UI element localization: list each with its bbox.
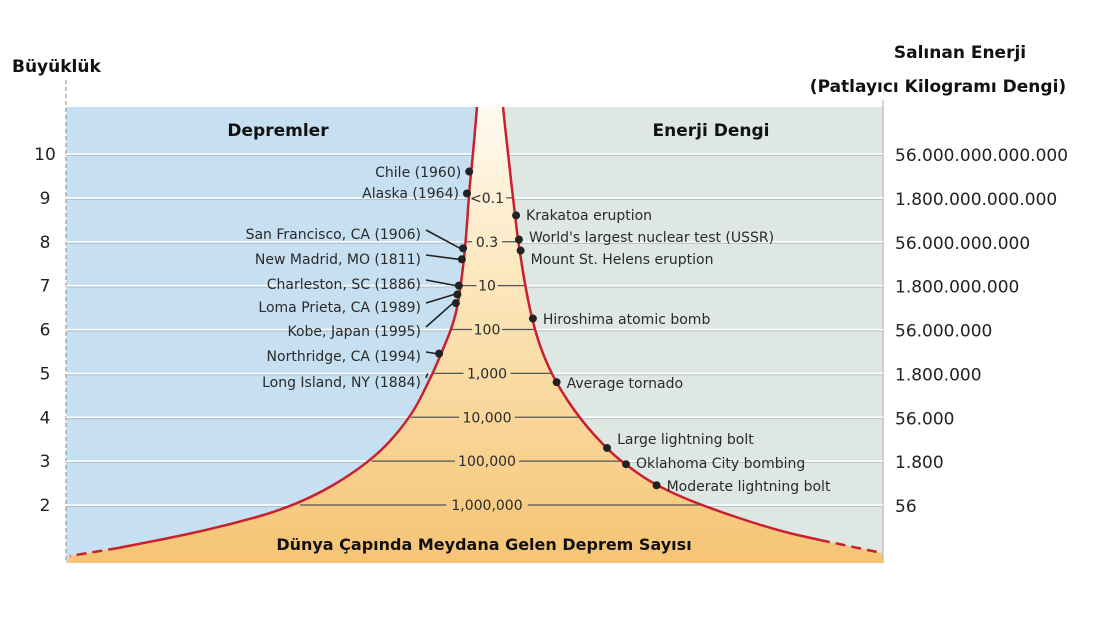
earthquake-curve-dashed-extension bbox=[69, 546, 119, 558]
yearly-count-label: 100,000 bbox=[458, 454, 516, 470]
energy-event-label: Hiroshima atomic bomb bbox=[543, 312, 711, 328]
earthquake-leader-line bbox=[425, 254, 459, 261]
energy-event-label: World's largest nuclear test (USSR) bbox=[529, 230, 774, 246]
earthquake-dot bbox=[462, 189, 471, 198]
magnitude-tick-label: 8 bbox=[40, 233, 51, 253]
earthquake-label: Loma Prieta, CA (1989) bbox=[258, 300, 421, 316]
earthquake-dot bbox=[454, 281, 463, 290]
earthquake-label: San Francisco, CA (1906) bbox=[246, 227, 421, 243]
earthquake-label: New Madrid, MO (1811) bbox=[255, 252, 421, 268]
yearly-count-label: <0.1 bbox=[470, 191, 504, 207]
earthquake-dot bbox=[459, 244, 468, 253]
energy-event-dot bbox=[514, 235, 523, 244]
energy-event-dot bbox=[552, 378, 561, 387]
magnitude-tick-label: 10 bbox=[34, 145, 56, 165]
energy-tick-label: 56.000.000.000 bbox=[895, 234, 1030, 254]
energy-event-dot bbox=[512, 211, 521, 220]
earthquake-label: Chile (1960) bbox=[375, 165, 461, 181]
magnitude-tick-label: 2 bbox=[40, 496, 51, 516]
earthquake-leader-line bbox=[425, 302, 454, 328]
energy-tick-label: 1.800 bbox=[895, 453, 944, 473]
energy-event-dot bbox=[528, 314, 537, 323]
earthquake-label: Northridge, CA (1994) bbox=[267, 349, 421, 365]
energy-event-dot bbox=[516, 246, 525, 255]
yearly-count-label: 10,000 bbox=[463, 410, 512, 426]
yearly-count-label: 1,000,000 bbox=[451, 498, 522, 514]
energy-tick-label: 56.000 bbox=[895, 409, 954, 429]
energy-curve bbox=[501, 106, 821, 542]
energy-event-label: Oklahoma City bombing bbox=[636, 456, 805, 472]
yearly-count-label: 0.3 bbox=[476, 235, 498, 251]
energy-event-dot bbox=[652, 481, 661, 490]
energy-event-label: Large lightning bolt bbox=[617, 432, 754, 448]
right-axis-title-line1: Salınan Enerji bbox=[894, 43, 1026, 63]
earthquake-dot bbox=[465, 167, 474, 176]
energy-tick-label: 56.000.000 bbox=[895, 322, 992, 342]
energy-tick-label: 1.800.000 bbox=[895, 365, 982, 385]
energy-event-label: Krakatoa eruption bbox=[526, 208, 652, 224]
earthquake-label: Charleston, SC (1886) bbox=[267, 277, 421, 293]
energy-event-label: Moderate lightning bolt bbox=[667, 479, 831, 495]
magnitude-tick-label: 5 bbox=[40, 364, 51, 384]
earthquake-label: Long Island, NY (1884) bbox=[262, 375, 421, 391]
energy-event-label: Mount St. Helens eruption bbox=[531, 252, 714, 268]
earthquake-dot bbox=[457, 255, 466, 264]
magnitude-tick-label: 4 bbox=[40, 408, 51, 428]
right-panel-title: Enerji Dengi bbox=[653, 121, 770, 141]
right-axis-title-line2: (Patlayıcı Kilogramı Dengi) bbox=[810, 77, 1066, 97]
yearly-count-label: 1,000 bbox=[467, 366, 507, 382]
energy-event-dot bbox=[603, 443, 612, 452]
energy-tick-label: 1.800.000.000 bbox=[895, 278, 1019, 298]
earthquake-leader-line bbox=[425, 373, 429, 379]
magnitude-tick-label: 3 bbox=[40, 452, 51, 472]
magnitude-tick-label: 7 bbox=[40, 277, 51, 297]
y-axis-title: Büyüklük bbox=[12, 57, 101, 77]
earthquake-leader-line bbox=[425, 229, 461, 250]
energy-tick-label: 56 bbox=[895, 497, 917, 517]
earthquake-dot bbox=[453, 290, 462, 299]
energy-tick-label: 56.000.000.000.000 bbox=[895, 146, 1068, 166]
bottom-title: Dünya Çapında Meydana Gelen Deprem Sayıs… bbox=[276, 535, 691, 554]
earthquake-dot bbox=[435, 349, 444, 358]
earthquake-leader-line bbox=[425, 351, 437, 355]
earthquake-dot bbox=[451, 299, 460, 308]
earthquake-label: Kobe, Japan (1995) bbox=[288, 324, 422, 340]
magnitude-tick-label: 9 bbox=[40, 189, 51, 209]
energy-event-dot bbox=[622, 460, 631, 469]
yearly-count-label: 10 bbox=[478, 279, 496, 295]
left-panel-title: Depremler bbox=[227, 121, 329, 141]
yearly-count-label: 100 bbox=[474, 323, 501, 339]
earthquake-count-cone bbox=[66, 107, 883, 563]
magnitude-tick-label: 6 bbox=[40, 321, 51, 341]
energy-tick-label: 1.800.000.000.000 bbox=[895, 190, 1057, 210]
earthquake-label: Alaska (1964) bbox=[362, 186, 459, 202]
energy-curve-dashed-extension bbox=[819, 538, 883, 555]
energy-event-label: Average tornado bbox=[567, 376, 683, 392]
earthquake-leader-line bbox=[425, 279, 457, 287]
earthquake-leader-line bbox=[425, 293, 455, 304]
